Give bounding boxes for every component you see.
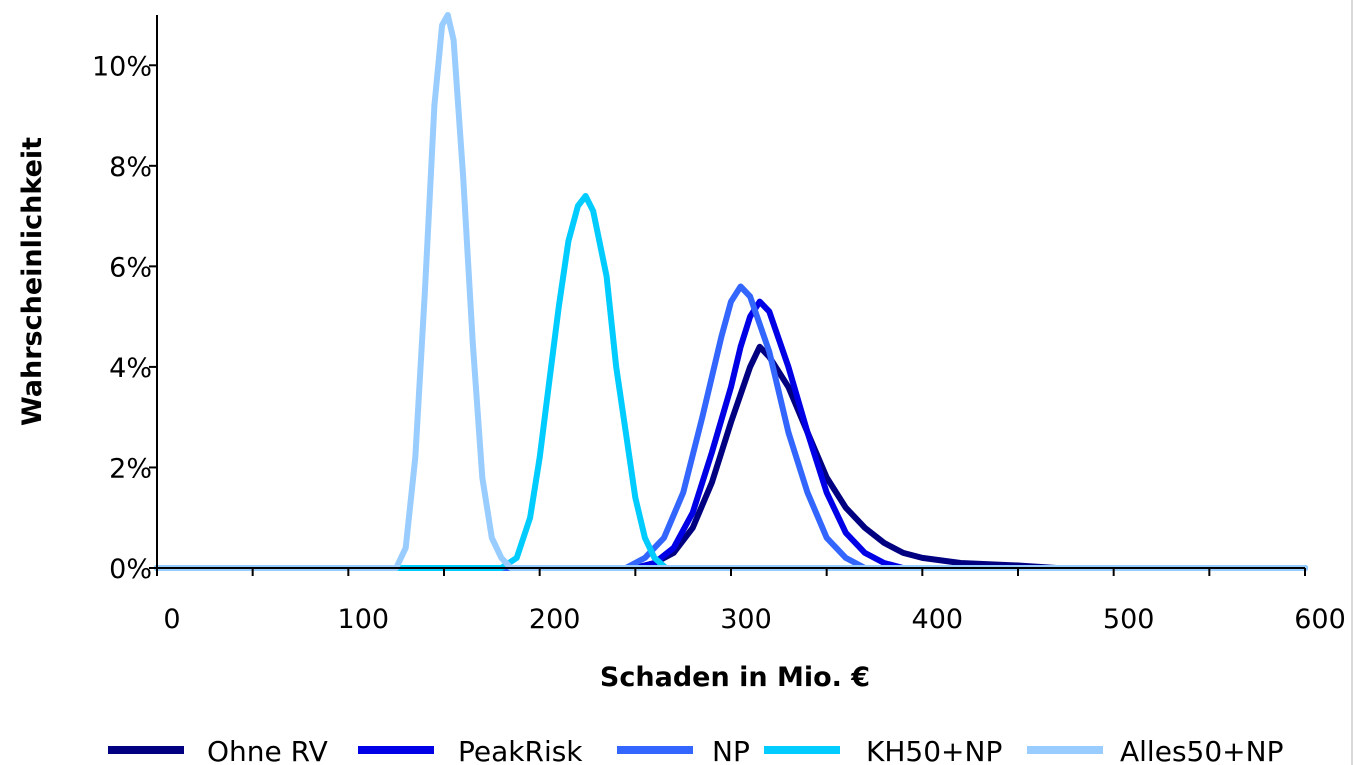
y-tick-label: 8%	[109, 152, 152, 183]
series-line-4	[154, 193, 1308, 571]
y-axis-title: Wahrscheinlichkeit	[17, 137, 48, 426]
x-tick-label: 600	[1294, 604, 1346, 635]
legend-label: PeakRisk	[458, 735, 583, 765]
series-line-2	[154, 298, 1308, 571]
y-tick-label: 10%	[92, 51, 152, 82]
x-tick-label: 400	[912, 604, 964, 635]
x-tick-label: 0	[163, 604, 180, 635]
y-tick-label: 4%	[109, 353, 152, 384]
x-tick-label: 500	[1103, 604, 1155, 635]
x-axis-title: Schaden in Mio. €	[600, 662, 870, 693]
y-tick-label: 0%	[109, 554, 152, 585]
x-tick-label: 100	[338, 604, 390, 635]
x-tick-label: 200	[529, 604, 581, 635]
plot-lines	[154, 12, 1308, 571]
y-ticks: 0% 2% 4% 6% 8% 10%	[92, 51, 157, 585]
y-tick-label: 6%	[109, 252, 152, 283]
legend: Ohne RV PeakRisk NP KH50+NP Alles50+NP	[108, 735, 1283, 765]
series-line-5	[154, 12, 1308, 571]
legend-label: NP	[712, 735, 750, 765]
series-line-3	[154, 283, 1308, 571]
legend-label: Alles50+NP	[1120, 735, 1283, 765]
window-edge	[1351, 0, 1353, 765]
y-tick-label: 2%	[109, 453, 152, 484]
x-tick-label: 300	[720, 604, 772, 635]
x-ticks: 0 100 200 300 400 500 600	[156, 568, 1346, 635]
legend-label: Ohne RV	[207, 735, 328, 765]
legend-label: KH50+NP	[866, 735, 1002, 765]
